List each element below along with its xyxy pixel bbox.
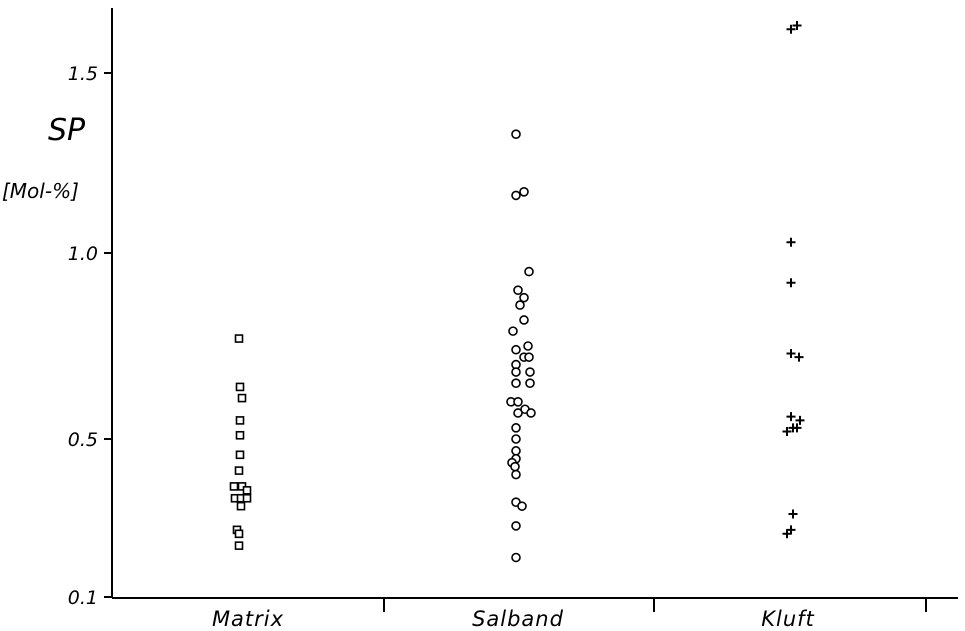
salband-point	[508, 326, 518, 336]
salband-point	[511, 378, 521, 389]
salband-point	[511, 344, 521, 355]
matrix-point	[235, 382, 245, 392]
y-axis-title: SP	[48, 113, 86, 148]
matrix-point	[229, 482, 239, 491]
kluft-point	[786, 348, 796, 358]
salband-point	[511, 434, 521, 444]
salband-point	[513, 396, 523, 407]
matrix-point	[236, 501, 246, 511]
matrix-point	[234, 541, 244, 550]
kluft-point	[795, 415, 805, 425]
matrix-point	[235, 430, 245, 440]
salband-point	[517, 501, 527, 511]
kluft-point	[782, 529, 792, 539]
kluft-point	[786, 24, 796, 34]
matrix-point	[234, 466, 244, 475]
matrix-point	[235, 416, 245, 425]
kluft-point	[792, 21, 802, 31]
kluft-point	[788, 423, 798, 433]
y-axis-unit: [Mol-%]	[2, 179, 79, 203]
kluft-point	[782, 427, 792, 437]
matrix-point	[234, 529, 244, 539]
salband-point	[526, 408, 536, 418]
salband-point	[511, 469, 521, 480]
salband-point	[523, 341, 533, 351]
matrix-point	[242, 493, 252, 503]
matrix-point	[237, 393, 247, 403]
salband-point	[519, 292, 529, 303]
y-tick-label: 0.1	[68, 587, 98, 609]
category-label: Matrix	[212, 607, 284, 631]
salband-point	[524, 352, 534, 362]
salband-point	[511, 446, 521, 456]
salband-point	[510, 461, 520, 472]
matrix-point	[235, 450, 245, 460]
kluft-point	[788, 509, 798, 519]
matrix-point	[242, 486, 252, 495]
salband-point	[525, 367, 535, 377]
kluft-point	[786, 412, 796, 422]
salband-point	[511, 521, 521, 531]
kluft-point	[786, 278, 796, 288]
y-tick-label: 1.0	[68, 243, 98, 265]
salband-point	[515, 300, 525, 310]
category-label: Kluft	[761, 607, 815, 631]
y-ticks: 0.1 0.5 1.0 1.5	[68, 63, 112, 609]
matrix-point	[234, 334, 244, 343]
salband-point	[511, 367, 521, 377]
salband-point	[519, 187, 529, 197]
salband-point	[519, 315, 529, 325]
data-points	[229, 21, 805, 563]
category-label: Salband	[472, 607, 564, 631]
x-categories: Matrix Salband Kluft	[212, 598, 927, 631]
kluft-point	[786, 237, 796, 247]
y-tick-label: 0.5	[68, 429, 98, 451]
kluft-point	[794, 352, 804, 362]
y-tick-label: 1.5	[68, 63, 98, 85]
salband-point	[511, 190, 521, 201]
salband-point	[511, 423, 521, 433]
salband-point	[513, 408, 523, 418]
salband-point	[511, 552, 521, 563]
salband-point	[513, 285, 523, 296]
salband-point	[524, 266, 534, 277]
salband-point	[525, 378, 535, 389]
salband-point	[511, 129, 521, 139]
